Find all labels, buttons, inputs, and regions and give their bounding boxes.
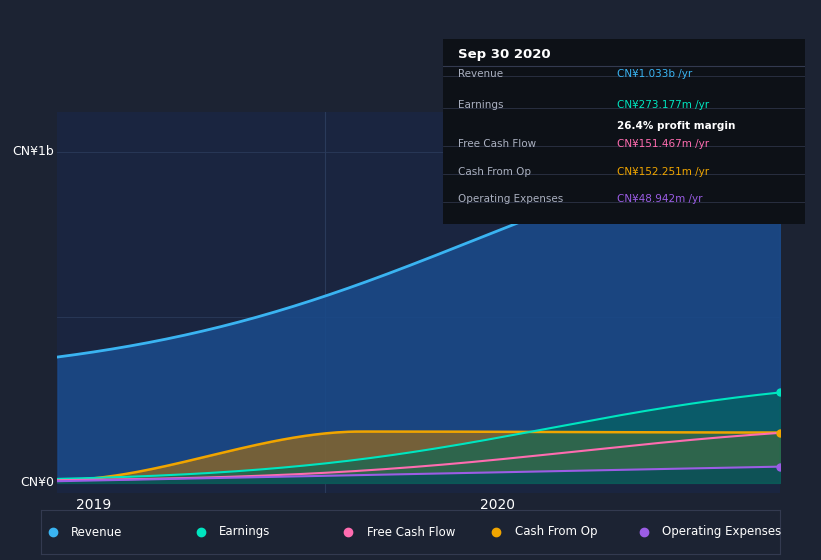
Text: CN¥273.177m /yr: CN¥273.177m /yr [617, 100, 709, 110]
Text: Revenue: Revenue [71, 525, 122, 539]
Text: Operating Expenses: Operating Expenses [663, 525, 782, 539]
Text: CN¥152.251m /yr: CN¥152.251m /yr [617, 167, 709, 177]
Text: Cash From Op: Cash From Op [458, 167, 531, 177]
Text: Free Cash Flow: Free Cash Flow [458, 139, 536, 149]
Text: CN¥1b: CN¥1b [12, 145, 54, 158]
Text: CN¥151.467m /yr: CN¥151.467m /yr [617, 139, 709, 149]
Text: Sep 30 2020: Sep 30 2020 [458, 49, 550, 62]
Text: Operating Expenses: Operating Expenses [458, 194, 563, 204]
Text: 26.4% profit margin: 26.4% profit margin [617, 120, 735, 130]
Text: Cash From Op: Cash From Op [515, 525, 597, 539]
Text: Earnings: Earnings [458, 100, 503, 110]
Text: Earnings: Earnings [219, 525, 270, 539]
Text: Free Cash Flow: Free Cash Flow [367, 525, 456, 539]
Text: CN¥0: CN¥0 [20, 477, 54, 489]
Text: CN¥1.033b /yr: CN¥1.033b /yr [617, 69, 692, 79]
Text: Revenue: Revenue [458, 69, 503, 79]
Text: CN¥48.942m /yr: CN¥48.942m /yr [617, 194, 702, 204]
